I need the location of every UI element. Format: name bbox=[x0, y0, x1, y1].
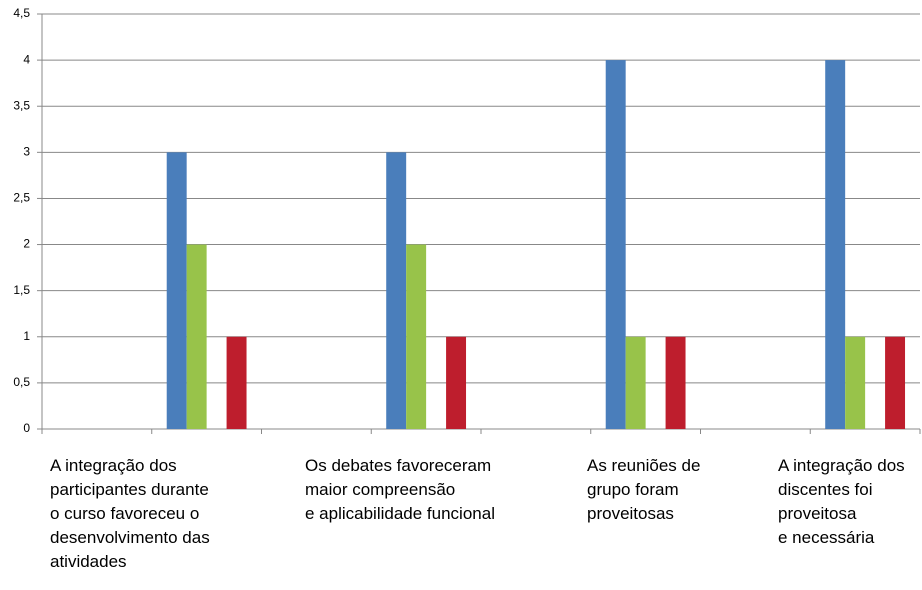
bar bbox=[226, 336, 247, 429]
bar bbox=[446, 336, 467, 429]
chart: 0 0,5 1 1,5 2 2,5 3 3,5 4 4,5 bbox=[13, 6, 921, 435]
bar bbox=[605, 60, 626, 429]
y-tick-label: 0 bbox=[23, 421, 30, 435]
x-tick-label: A integração dos participantes durante o… bbox=[50, 456, 210, 571]
y-tick-label: 2 bbox=[23, 237, 30, 251]
bar bbox=[825, 60, 846, 429]
y-tick-label: 3 bbox=[23, 145, 30, 159]
bar bbox=[406, 244, 427, 429]
y-tick-label: 1 bbox=[23, 329, 30, 343]
bar bbox=[186, 244, 207, 429]
bar bbox=[665, 336, 686, 429]
bar bbox=[625, 336, 646, 429]
bar bbox=[386, 152, 407, 430]
bar bbox=[845, 336, 866, 429]
x-tick-label: Os debates favoreceram maior compreensão… bbox=[305, 456, 495, 523]
y-tick-label: 4,5 bbox=[13, 6, 30, 20]
bar bbox=[885, 336, 906, 429]
y-tick-label: 2,5 bbox=[13, 191, 30, 205]
x-tick-label: As reuniões de grupo foram proveitosas bbox=[587, 456, 701, 523]
x-tick-label: A integração dos discentes foi proveitos… bbox=[778, 456, 905, 547]
y-tick-label: 3,5 bbox=[13, 98, 30, 112]
y-tick-label: 4 bbox=[23, 52, 30, 66]
bar bbox=[166, 152, 187, 430]
y-tick-label: 1,5 bbox=[13, 283, 30, 297]
y-tick-label: 0,5 bbox=[13, 375, 30, 389]
